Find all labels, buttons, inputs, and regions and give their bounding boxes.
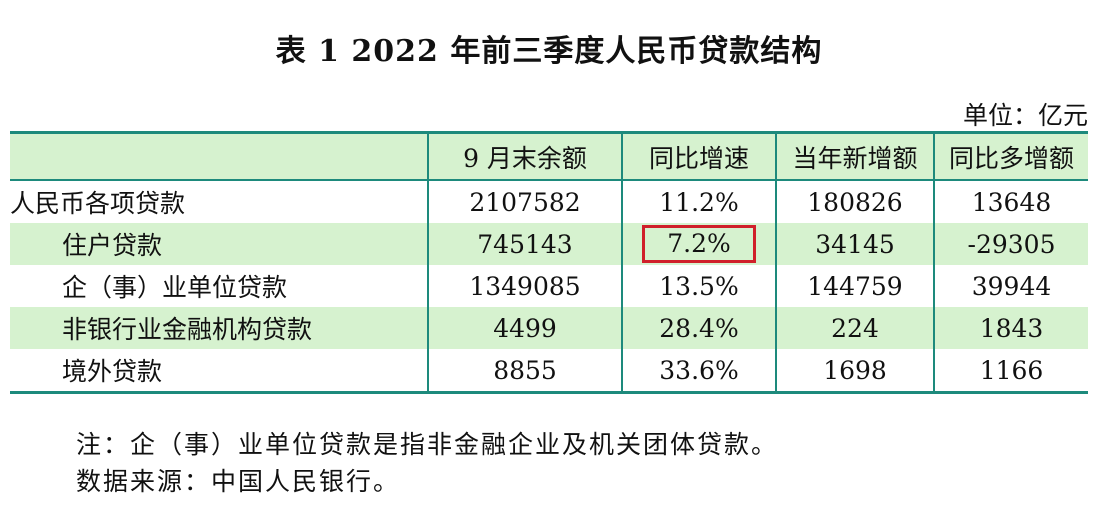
header-balance: 9 月末余额 [427, 131, 622, 181]
cell-balance: 2107582 [427, 180, 622, 223]
cell-new: 1698 [775, 349, 934, 394]
header-more: 同比多增额 [933, 131, 1088, 181]
cell-more: 1843 [933, 307, 1088, 349]
table-row: 非银行业金融机构贷款 4499 28.4% 224 1843 [10, 307, 1088, 349]
header-row: 9 月末余额 同比增速 当年新增额 同比多增额 [10, 131, 1088, 181]
row-label: 企（事）业单位贷款 [62, 273, 288, 302]
row-label: 境外贷款 [10, 349, 428, 394]
cell-growth: 33.6% [621, 349, 776, 394]
cell-balance: 8855 [427, 349, 622, 394]
table-row: 境外贷款 8855 33.6% 1698 1166 [10, 349, 1088, 394]
cell-balance: 745143 [427, 223, 622, 265]
cell-new: 180826 [775, 180, 934, 223]
header-blank [10, 131, 428, 181]
cell-balance: 1349085 [427, 265, 622, 307]
header-growth: 同比增速 [621, 131, 776, 181]
table-row: 人民币各项贷款 2107582 11.2% 180826 13648 [10, 180, 1088, 223]
cell-growth: 7.2% [621, 223, 776, 265]
highlight-box: 7.2% [642, 225, 756, 263]
cell-new: 34145 [775, 223, 934, 265]
cell-more: 13648 [933, 180, 1088, 223]
cell-balance: 4499 [427, 307, 622, 349]
unit-label: 单位：亿元 [962, 101, 1088, 130]
cell-growth: 11.2% [621, 180, 776, 223]
table-row: 住户贷款 745143 7.2% 34145 -29305 [10, 223, 1088, 265]
cell-new: 224 [775, 307, 934, 349]
row-label: 人民币各项贷款 [10, 189, 186, 218]
row-label: 住户贷款 [10, 223, 428, 265]
data-source: 数据来源：中国人民银行。 [76, 467, 401, 496]
cell-more: -29305 [933, 223, 1088, 265]
row-label: 非银行业金融机构贷款 [10, 307, 428, 349]
footnote: 注：企（事）业单位贷款是指非金融企业及机关团体贷款。 [76, 430, 779, 459]
table-title: 表 1 2022 年前三季度人民币贷款结构 [275, 34, 823, 69]
cell-more: 1166 [933, 349, 1088, 394]
header-new: 当年新增额 [775, 131, 934, 181]
cell-new: 144759 [775, 265, 934, 307]
loan-structure-table: 9 月末余额 同比增速 当年新增额 同比多增额 人民币各项贷款 2107582 … [10, 131, 1088, 394]
cell-growth: 13.5% [621, 265, 776, 307]
cell-growth: 28.4% [621, 307, 776, 349]
table-row: 企（事）业单位贷款 1349085 13.5% 144759 39944 [10, 265, 1088, 307]
cell-more: 39944 [933, 265, 1088, 307]
